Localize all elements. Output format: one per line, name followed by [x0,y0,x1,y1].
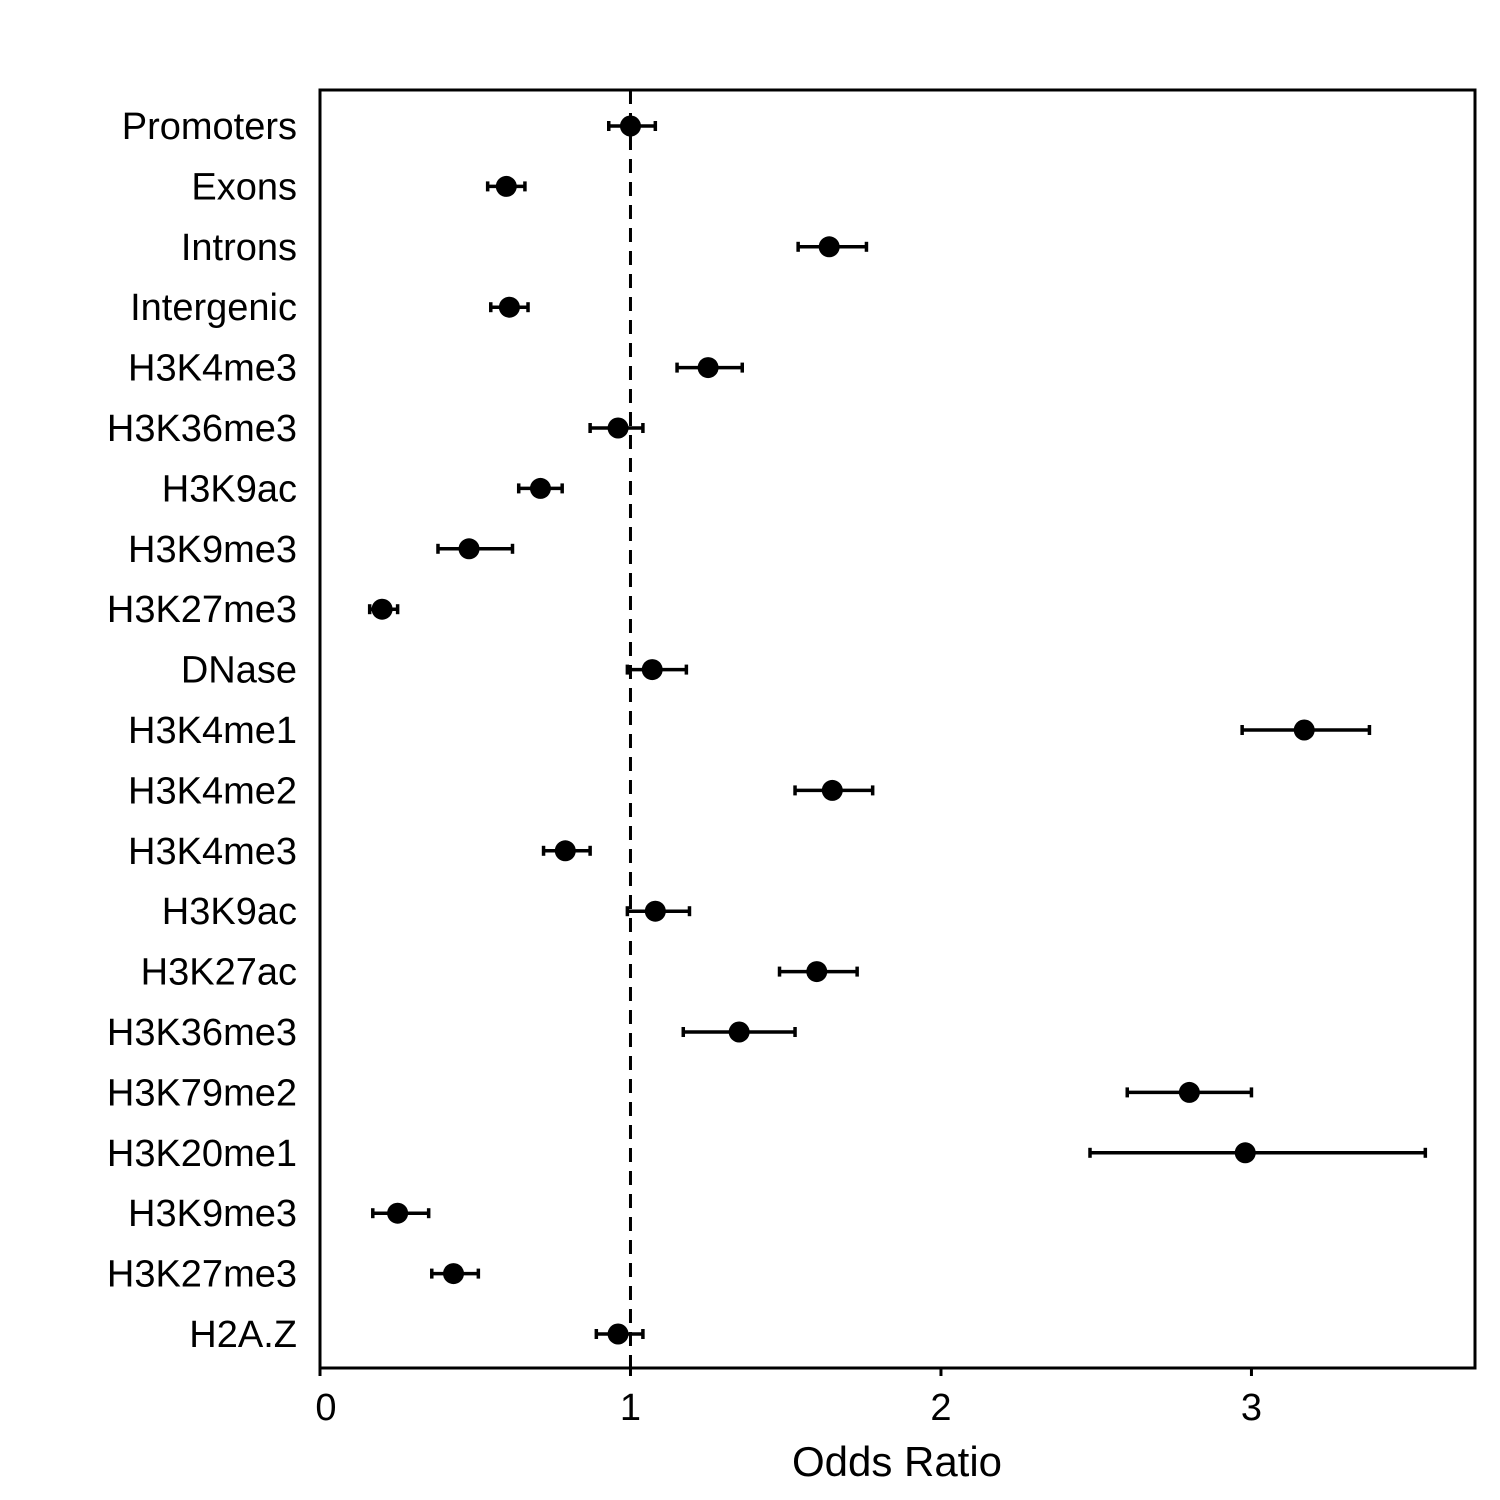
category-label: H3K4me3 [128,831,297,873]
forest-row: H3K20me1 [107,1133,1428,1175]
category-label: H3K79me2 [107,1072,297,1114]
x-tick-label: 1 [620,1387,641,1429]
point-estimate [443,1263,465,1285]
forest-row: H3K27ac [141,952,859,994]
point-estimate [697,357,719,379]
point-estimate [371,598,393,620]
x-tick-label: 0 [315,1387,336,1429]
x-tick-label: 2 [930,1387,951,1429]
point-estimate [554,840,576,862]
category-label: H3K36me3 [107,408,297,450]
category-label: H3K36me3 [107,1012,297,1054]
forest-row: Exons [191,166,527,208]
category-label: Intergenic [130,287,297,329]
forest-row: DNase [181,650,689,692]
rows-layer: Promoters Exons Introns Intergenic H3K4me3 H3… [107,106,1428,1356]
forest-row: Introns [181,227,869,269]
x-tick-label: 3 [1241,1387,1262,1429]
forest-row: H3K79me2 [107,1072,1254,1114]
point-estimate [607,417,629,439]
category-label: H3K27ac [141,952,297,994]
forest-row: H3K27me3 [107,589,400,631]
forest-row: H3K9ac [162,468,564,510]
point-estimate [607,1323,629,1345]
category-label: H3K9ac [162,468,297,510]
x-axis-title: Odds Ratio [792,1438,1002,1485]
x-axis-ticks: 0 1 2 3 [315,1368,1262,1429]
category-label: H3K4me2 [128,770,297,812]
forest-row: H3K27me3 [107,1254,481,1296]
plot-frame [318,88,1477,1370]
category-label: H3K9me3 [128,1193,297,1235]
category-label: H3K4me1 [128,710,297,752]
point-estimate [495,175,517,197]
point-estimate [644,900,666,922]
forest-row: H2A.Z [189,1314,645,1356]
point-estimate [387,1202,409,1224]
forest-row: H3K4me3 [128,831,592,873]
point-estimate [728,1021,750,1043]
category-label: H3K27me3 [107,1254,297,1296]
point-estimate [806,961,828,983]
point-estimate [1234,1142,1256,1164]
forest-row: H3K4me1 [128,710,1372,752]
forest-row: H3K9me3 [128,529,515,571]
category-label: H3K9ac [162,891,297,933]
forest-row: Intergenic [130,287,530,329]
point-estimate [641,659,663,681]
point-estimate [498,296,520,318]
category-label: Exons [191,166,297,208]
forest-row: H3K36me3 [107,1012,797,1054]
forest-row: H3K36me3 [107,408,645,450]
point-estimate [458,538,480,560]
point-estimate [821,779,843,801]
category-label: H3K4me3 [128,348,297,390]
point-estimate [1178,1081,1200,1103]
forest-row: Promoters [122,106,658,148]
category-label: Promoters [122,106,297,148]
point-estimate [818,236,840,258]
forest-row: H3K9ac [162,891,692,933]
category-label: H2A.Z [189,1314,297,1356]
point-estimate [529,477,551,499]
category-label: H3K27me3 [107,589,297,631]
point-estimate [1293,719,1315,741]
forest-row: H3K4me2 [128,770,875,812]
forest-row: H3K4me3 [128,348,745,390]
category-label: H3K9me3 [128,529,297,571]
category-label: DNase [181,650,297,692]
category-label: H3K20me1 [107,1133,297,1175]
category-label: Introns [181,227,297,269]
forest-row: H3K9me3 [128,1193,431,1235]
point-estimate [619,115,641,137]
